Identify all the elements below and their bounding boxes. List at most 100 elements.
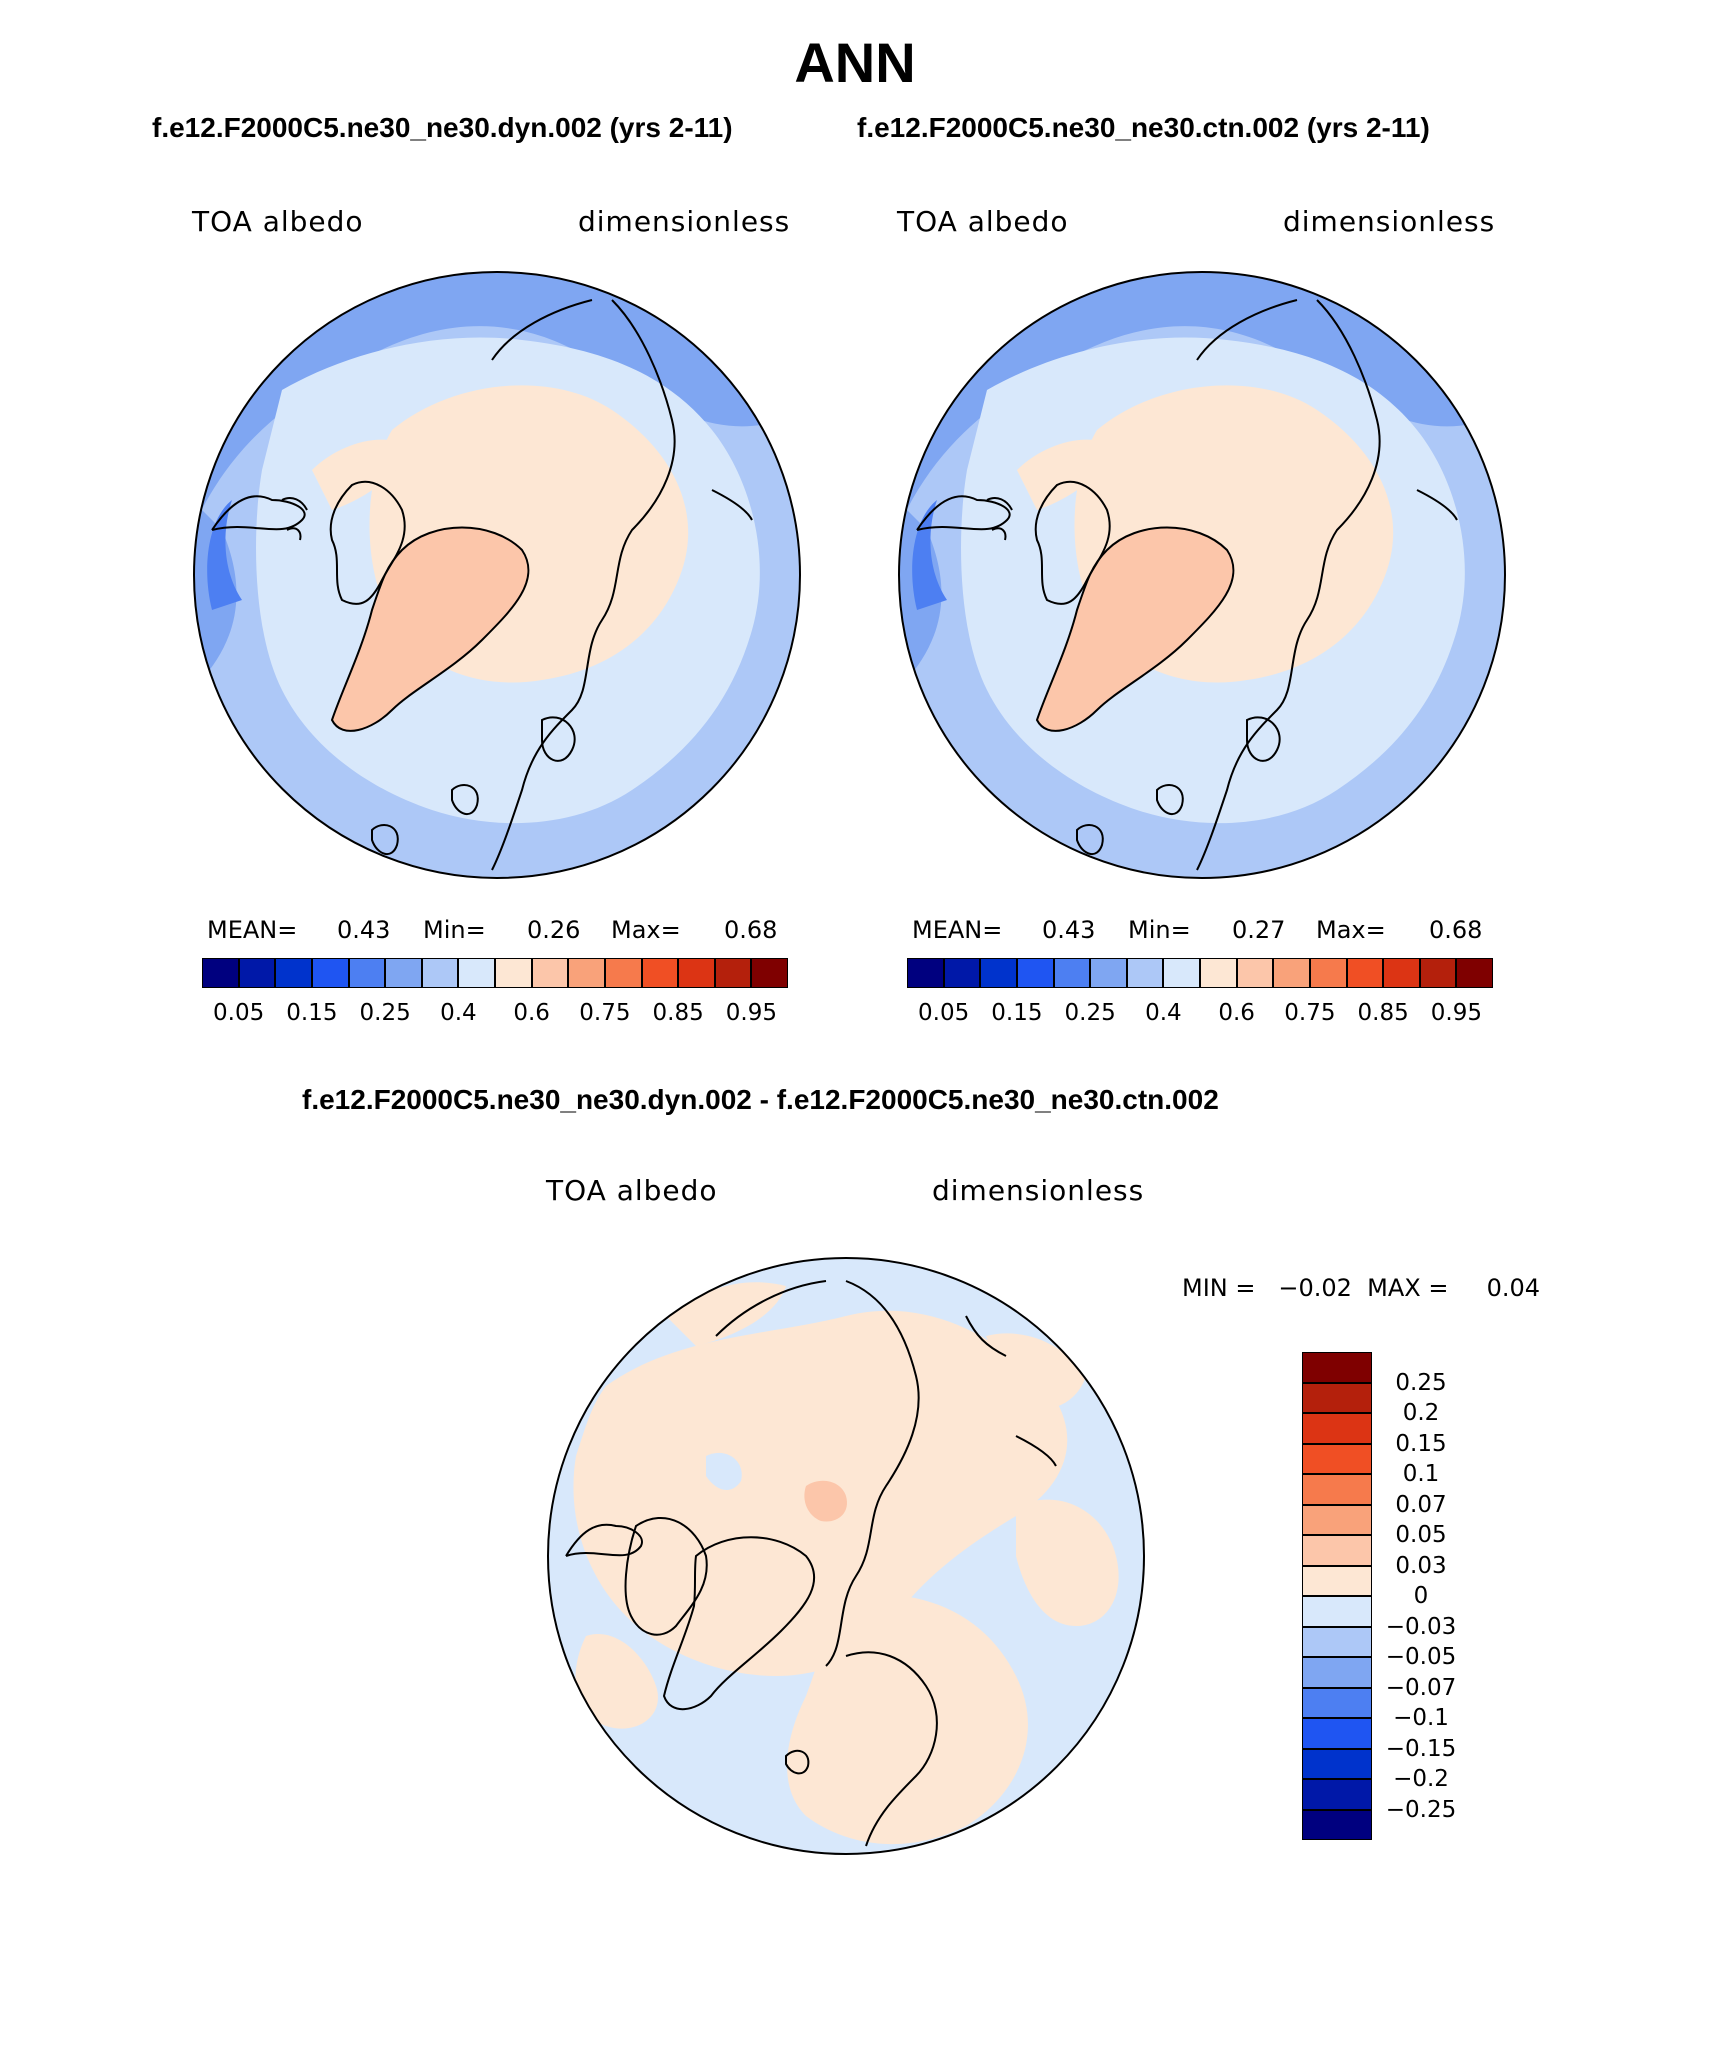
colorbar-tick-label: 0.85 [652, 1000, 704, 1026]
colorbar-swatch [531, 958, 569, 988]
colorbar-swatch [1126, 958, 1164, 988]
right-colorbar [907, 958, 1493, 988]
colorbar-swatch [1236, 958, 1274, 988]
colorbar-swatch [1302, 1809, 1372, 1840]
colorbar-swatch [495, 958, 532, 988]
colorbar-swatch [1302, 1443, 1372, 1474]
colorbar-tick-label: 0.25 [359, 1000, 411, 1026]
left-units-label: dimensionless [578, 205, 791, 238]
colorbar-swatch [678, 958, 715, 988]
colorbar-swatch [311, 958, 349, 988]
diff-units-label: dimensionless [932, 1174, 1145, 1207]
colorbar-tick-label: 0.6 [1218, 1000, 1255, 1026]
colorbar-swatch [1016, 958, 1054, 988]
colorbar-swatch [1302, 1413, 1372, 1444]
colorbar-swatch [714, 958, 752, 988]
colorbar-tick-label: −0.07 [1385, 1674, 1457, 1701]
left-colorbar-ticks: 0.05 0.15 0.25 0.4 0.6 0.75 0.85 0.95 [202, 1000, 788, 1030]
left-variable-label: TOA albedo [192, 205, 364, 238]
colorbar-tick-label: 0.4 [1145, 1000, 1182, 1026]
colorbar-swatch [641, 958, 679, 988]
colorbar-swatch [275, 958, 312, 988]
colorbar-tick-label: −0.2 [1393, 1766, 1449, 1792]
colorbar-tick-label: 0.07 [1395, 1491, 1447, 1518]
left-polar-map [193, 271, 801, 879]
colorbar-swatch [1302, 1657, 1372, 1688]
subtitle-left: f.e12.F2000C5.ne30_ne30.dyn.002 (yrs 2-1… [152, 112, 733, 143]
difference-polar-map [547, 1257, 1145, 1855]
right-min-value: 0.27 [1232, 916, 1286, 944]
colorbar-swatch [1302, 1535, 1372, 1566]
colorbar-swatch [1302, 1382, 1372, 1413]
left-max-value: 0.68 [724, 916, 778, 944]
colorbar-swatch [1302, 1718, 1372, 1749]
colorbar-swatch [1302, 1504, 1372, 1535]
colorbar-tick-label: 0.2 [1402, 1400, 1440, 1426]
colorbar-swatch [348, 958, 386, 988]
colorbar-swatch [604, 958, 642, 988]
left-colorbar [202, 958, 788, 988]
colorbar-tick-label: 0.03 [1395, 1552, 1447, 1579]
diff-min-max: MIN = −0.02 MAX = 0.04 [1182, 1274, 1541, 1302]
colorbar-swatch [1302, 1779, 1372, 1810]
colorbar-tick-label: 0.05 [213, 1000, 265, 1026]
colorbar-swatch [1302, 1748, 1372, 1779]
colorbar-tick-label: 0.75 [1284, 1000, 1336, 1026]
left-min-label: Min= [423, 916, 486, 944]
left-min-value: 0.26 [527, 916, 581, 944]
colorbar-tick-label: 0.05 [1395, 1522, 1447, 1548]
diff-variable-label: TOA albedo [546, 1174, 718, 1207]
colorbar-tick-label: 0.05 [918, 1000, 970, 1026]
colorbar-swatch [1346, 958, 1384, 988]
colorbar-tick-label: 0.4 [440, 1000, 477, 1026]
right-min-label: Min= [1128, 916, 1191, 944]
colorbar-tick-label: 0.25 [1395, 1369, 1447, 1396]
right-colorbar-ticks: 0.05 0.15 0.25 0.4 0.6 0.75 0.85 0.95 [907, 1000, 1493, 1030]
colorbar-swatch [943, 958, 981, 988]
colorbar-swatch [1309, 958, 1347, 988]
colorbar-swatch [751, 958, 788, 988]
colorbar-tick-label: 0.6 [513, 1000, 550, 1026]
colorbar-tick-label: −0.25 [1385, 1796, 1457, 1823]
colorbar-swatch [458, 958, 495, 988]
colorbar-swatch [385, 958, 422, 988]
colorbar-tick-label: 0.15 [286, 1000, 338, 1026]
colorbar-swatch [1302, 1565, 1372, 1596]
colorbar-tick-label: 0.95 [1430, 1000, 1482, 1026]
right-units-label: dimensionless [1283, 205, 1496, 238]
colorbar-tick-label: −0.05 [1385, 1644, 1457, 1670]
colorbar-swatch [1302, 1596, 1372, 1627]
colorbar-tick-label: 0.1 [1402, 1461, 1440, 1487]
left-max-label: Max= [611, 916, 681, 944]
colorbar-tick-label: 0.95 [725, 1000, 777, 1026]
right-mean-label: MEAN= [912, 916, 1003, 944]
colorbar-swatch [1200, 958, 1237, 988]
right-variable-label: TOA albedo [897, 205, 1069, 238]
right-mean-value: 0.43 [1042, 916, 1096, 944]
right-polar-map [898, 271, 1506, 879]
difference-colorbar-ticks: 0.25 0.2 0.15 0.1 0.07 0.05 0.03 0 −0.03 −0.05 −0.… [1378, 1352, 1488, 1840]
colorbar-tick-label: −0.1 [1393, 1705, 1449, 1731]
colorbar-swatch [1090, 958, 1127, 988]
difference-colorbar [1302, 1352, 1372, 1840]
colorbar-tick-label: −0.03 [1385, 1613, 1457, 1640]
right-max-label: Max= [1316, 916, 1386, 944]
colorbar-tick-label: 0.15 [991, 1000, 1043, 1026]
colorbar-tick-label: 0.15 [1395, 1430, 1447, 1457]
left-mean-value: 0.43 [337, 916, 391, 944]
left-mean-label: MEAN= [207, 916, 298, 944]
figure-title: ANN [794, 31, 916, 94]
colorbar-swatch [907, 958, 944, 988]
colorbar-swatch [1419, 958, 1457, 988]
colorbar-swatch [1302, 1626, 1372, 1657]
colorbar-tick-label: −0.15 [1385, 1735, 1457, 1762]
colorbar-swatch [1302, 1474, 1372, 1505]
colorbar-swatch [1053, 958, 1091, 988]
colorbar-tick-label: 0 [1413, 1583, 1429, 1609]
colorbar-swatch [1302, 1687, 1372, 1718]
colorbar-swatch [421, 958, 459, 988]
subtitle-right: f.e12.F2000C5.ne30_ne30.ctn.002 (yrs 2-1… [857, 112, 1430, 143]
colorbar-swatch [980, 958, 1017, 988]
difference-title: f.e12.F2000C5.ne30_ne30.dyn.002 - f.e12.… [302, 1084, 1219, 1115]
colorbar-tick-label: 0.25 [1064, 1000, 1116, 1026]
